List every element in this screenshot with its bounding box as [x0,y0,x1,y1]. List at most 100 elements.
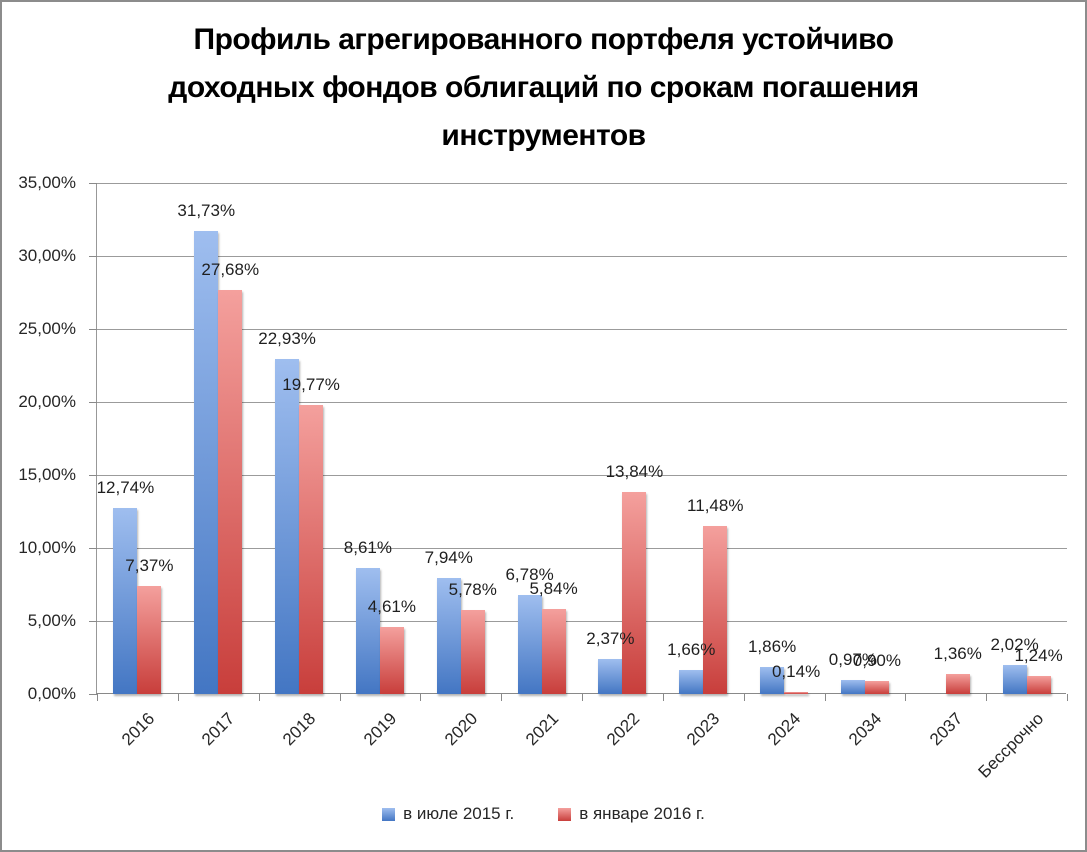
bar-2024-jul-2015 [760,666,785,694]
y-axis-tick [89,402,97,403]
y-axis-label: 30,00% [18,246,76,265]
data-label-2016-jul-2015: 12,74% [96,477,155,497]
x-axis-label-2017: 2017 [198,709,239,750]
gridline [97,548,1067,549]
bar-2020-jul-2015 [436,578,461,694]
x-axis-label-2020: 2020 [441,709,482,750]
data-label-2016-jan-2016: 7,37% [125,556,174,576]
y-axis-tick [89,621,97,622]
y-axis-label: 10,00% [18,538,76,557]
bar-2022-jan-2016 [622,491,647,694]
x-axis-label-2021: 2021 [521,709,563,750]
data-label-2020-jan-2016: 5,78% [448,579,497,599]
x-axis-label-2037: 2037 [926,709,967,750]
data-label-2034-jul-2015: 0,97% [828,649,878,669]
y-axis-label: 20,00% [18,392,76,411]
legend-label-jan-2016: в январе 2016 г. [579,804,705,823]
data-label-2023-jul-2015: 1,66% [667,639,716,659]
gridline [97,475,1067,476]
legend-item-jan-2016: в январе 2016 г. [558,804,705,824]
legend-swatch-jul-2015 [382,807,396,821]
x-axis-tick [905,694,907,701]
data-label-2021-jul-2015: 6,78% [505,565,554,584]
x-axis-tick [662,694,664,701]
bar-2024-jan-2016 [784,691,809,694]
x-axis-tick [501,694,503,701]
data-label-2034-jan-2016: 0,90% [852,650,902,670]
x-axis-label-2034: 2034 [845,709,886,750]
y-axis-tick [89,183,97,184]
plot-area: 2016 12,74% 7,37% 2017 31,73% 27,68% 2018 22,93… [89,183,1068,782]
bar-2034-jan-2016 [864,680,889,694]
gridline [97,329,1067,330]
bar-2018-jul-2015 [275,359,300,694]
gridline [97,621,1067,622]
legend-label-jul-2015: в июле 2015 г. [403,804,515,823]
x-axis-label-2018: 2018 [279,709,320,750]
bar-2021-jul-2015 [517,595,542,694]
data-label-Бессрочно-jan-2016: 1,24% [1014,645,1063,665]
x-axis-tick [582,694,583,701]
bar-2019-jul-2015 [355,568,380,694]
x-axis-label-2023: 2023 [683,709,724,750]
bar-Бессрочно-jul-2015 [1002,664,1027,694]
data-label-Бессрочно-jul-2015: 2,02% [990,634,1039,654]
bar-2034-jul-2015 [840,679,865,694]
x-axis-tick [97,694,98,701]
x-axis-tick [743,694,745,701]
bar-2017-jan-2016 [218,289,243,694]
bar-2020-jan-2016 [460,609,485,694]
x-axis-label-2019: 2019 [360,709,401,750]
y-axis-label: 5,00% [27,611,76,630]
x-axis-tick [177,694,179,701]
y-axis-tick [89,329,97,330]
y-axis-label: 15,00% [18,465,76,484]
y-axis-label: 0,00% [27,684,76,703]
gridline [97,402,1067,403]
data-label-2019-jul-2015: 8,61% [343,538,393,558]
bar-2016-jan-2016 [137,586,162,694]
legend-swatch-jan-2016 [558,807,572,821]
legend-item-jul-2015: в июле 2015 г. [382,804,514,824]
data-label-2023-jan-2016: 11,48% [687,496,744,516]
gridline [97,256,1067,257]
chart-title: Профиль агрегированного портфеля устойчи… [168,23,919,152]
x-axis-label-2016: 2016 [117,709,158,750]
bar-2019-jan-2016 [379,626,404,694]
bar-2017-jul-2015 [194,230,219,694]
data-label-2017-jul-2015: 31,73% [177,200,236,220]
x-axis-tick [339,694,341,701]
x-axis-tick [420,694,422,701]
data-label-2021-jan-2016: 5,84% [529,578,578,598]
x-axis-label-2022: 2022 [602,709,643,750]
bar-2022-jul-2015 [598,659,623,694]
y-axis: 0,00% 5,00% 10,00% 15,00% 20,00% 25,00% 30,00%… [2,173,88,703]
data-label-2020-jul-2015: 7,94% [424,548,473,568]
x-axis-tick [986,694,988,701]
bar-2023-jan-2016 [703,526,728,694]
legend: в июле 2015 г. в январе 2016 г. [2,804,1085,824]
x-axis-label-Бессрочно: Бессрочно [974,709,1048,782]
y-axis-label: 35,00% [18,173,76,192]
x-axis-tick [1067,694,1068,701]
bar-2023-jul-2015 [679,669,704,694]
data-label-2037-jan-2016: 1,36% [933,644,982,664]
y-axis-tick [89,694,97,695]
x-axis-tick [824,694,826,701]
bar-2037-jan-2016 [945,674,970,694]
y-axis-tick [89,256,97,257]
data-label-2022-jan-2016: 13,84% [605,461,664,481]
data-label-2024-jan-2016: 0,14% [771,661,821,681]
data-label-2018-jul-2015: 22,93% [258,329,316,349]
data-label-2024-jul-2015: 1,86% [747,636,797,656]
y-axis-label: 25,00% [18,319,76,338]
bar-2021-jan-2016 [541,608,566,694]
bar-2016-jul-2015 [113,507,138,694]
bar-Бессрочно-jan-2016 [1026,675,1051,694]
data-label-2017-jan-2016: 27,68% [201,259,260,279]
data-label-2022-jul-2015: 2,37% [586,629,635,649]
y-axis-tick [89,548,97,549]
data-label-2019-jan-2016: 4,61% [367,596,417,616]
x-axis-tick [258,694,260,701]
